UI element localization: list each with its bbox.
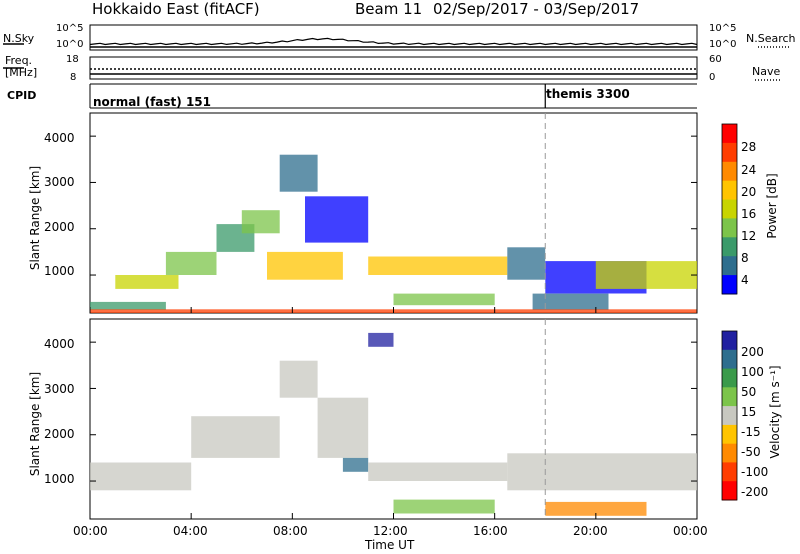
velocity-colorbar-segment-6 [722, 443, 737, 463]
xtick-1200: 12:00 [373, 524, 408, 538]
power-colorbar-segment-4 [722, 199, 737, 219]
power-data-region-2 [165, 251, 217, 275]
velocity-data-region-7 [507, 453, 697, 491]
nave-tick-top: 60 [709, 54, 722, 65]
velocity-cbtick-100: 100 [741, 365, 764, 379]
power-data-region-1 [115, 275, 179, 289]
power-data-region-7 [267, 251, 343, 280]
power-data-region-4 [241, 210, 280, 234]
nsearch-label: N.Search [746, 32, 796, 45]
power-colorbar-segment-6 [722, 237, 737, 257]
nsearch-tick-top: 10^5 [709, 23, 737, 34]
nsky-tick-top: 10^5 [56, 23, 84, 34]
power-colorbar-frame [721, 123, 738, 295]
velocity-cbtick-neg50: -50 [741, 445, 761, 459]
freq-tick-top: 18 [66, 54, 79, 65]
power-data-region-5 [279, 154, 318, 192]
power-data-region-0 [90, 301, 166, 310]
xtick-0800: 08:00 [273, 524, 308, 538]
power-cbtick-12: 12 [741, 229, 757, 243]
nsky-panel-frame [89, 24, 698, 51]
velocity-cbtick-neg200: -200 [741, 485, 769, 499]
velocity-colorbar-segment-3 [722, 387, 737, 407]
power-colorbar-segment-1 [722, 142, 737, 163]
power-colorbar-segment-3 [722, 180, 737, 201]
station-title: Hokkaido East (fitACF) [92, 0, 260, 18]
velocity-data-region-6 [393, 499, 495, 514]
velocity-data-region-5 [368, 462, 508, 481]
nsky-series-line [89, 37, 698, 46]
velocity-colorbar-segment-1 [722, 349, 737, 370]
velocity-colorbar-segment-7 [722, 462, 737, 482]
velocity-data-region-8 [545, 501, 647, 516]
nsky-label: N.Sky [3, 32, 35, 45]
power-ytick-2000: 2000 [44, 220, 75, 234]
power-data-region-12 [532, 293, 609, 310]
velocity-ytick-1000: 1000 [44, 472, 75, 486]
time-axis-label: Time UT [365, 538, 415, 552]
power-cbtick-8: 8 [741, 251, 749, 265]
power-colorbar-segment-7 [722, 256, 737, 276]
xtick-0400: 04:00 [173, 524, 208, 538]
nave-label: Nave [752, 65, 781, 78]
power-data-region-13 [595, 261, 697, 289]
velocity-ytick-2000: 2000 [44, 427, 75, 441]
power-ytick-4000: 4000 [44, 131, 75, 145]
cpid-segment-normal: normal (fast) 151 [93, 95, 211, 109]
velocity-colorbar-frame [721, 330, 738, 501]
power-cbtick-28: 28 [741, 140, 757, 154]
date-range: 02/Sep/2017 - 03/Sep/2017 [433, 0, 640, 18]
velocity-colorbar-segment-8 [722, 481, 737, 501]
cpid-segment-themis: themis 3300 [546, 87, 630, 101]
cpid-label: CPID [7, 89, 37, 102]
velocity-data-region-1 [191, 416, 280, 458]
freq-tick-bottom: 8 [70, 72, 77, 83]
velocity-cbtick-200: 200 [741, 345, 764, 359]
power-colorbar-segment-0 [722, 124, 737, 144]
velocity-data-region-0 [90, 462, 192, 491]
power-ytick-1000: 1000 [44, 264, 75, 278]
power-data-region-9 [393, 293, 495, 306]
freq-label: Freq. [5, 54, 33, 67]
velocity-data-region-4 [342, 457, 369, 472]
velocity-cbtick-50: 50 [741, 385, 757, 399]
power-ytick-3000: 3000 [44, 175, 75, 189]
velocity-data-region-2 [279, 360, 318, 398]
xtick-2400: 00:00 [673, 524, 708, 538]
power-cbtick-24: 24 [741, 163, 757, 177]
velocity-cbtick-15: 15 [741, 405, 757, 419]
velocity-colorbar-segment-2 [722, 368, 737, 388]
freq-panel-frame [89, 56, 698, 80]
beam-label: Beam 11 [355, 0, 423, 18]
power-cbtick-20: 20 [741, 185, 757, 199]
power-cbtick-16: 16 [741, 207, 757, 221]
power-data-region-10 [507, 247, 546, 280]
velocity-data-region-3 [317, 397, 369, 458]
power-colorbar-segment-8 [722, 275, 737, 295]
power-data-region-8 [368, 256, 508, 275]
nsearch-tick-bottom: 10^0 [709, 39, 737, 50]
velocity-ytick-3000: 3000 [44, 382, 75, 396]
velocity-ytick-4000: 4000 [44, 337, 75, 351]
velocity-colorbar-segment-4 [722, 406, 737, 426]
power-colorbar-segment-5 [722, 218, 737, 238]
velocity-colorbar-segment-0 [722, 331, 737, 351]
velocity-data-region-9 [368, 332, 394, 347]
xtick-0000: 00:00 [73, 524, 108, 538]
xtick-1600: 16:00 [473, 524, 508, 538]
nave-tick-bottom: 0 [709, 72, 716, 83]
nsky-tick-bottom: 10^0 [56, 39, 84, 50]
velocity-cbtick-neg100: -100 [741, 465, 769, 479]
xtick-2000: 20:00 [573, 524, 608, 538]
power-cbtick-4: 4 [741, 273, 749, 287]
velocity-colorbar-segment-5 [722, 424, 737, 445]
power-colorbar-segment-2 [722, 161, 737, 182]
velocity-cbtick-neg15: -15 [741, 425, 761, 439]
power-data-region-6 [305, 196, 369, 243]
freq-unit-label: [MHz] [5, 66, 38, 79]
